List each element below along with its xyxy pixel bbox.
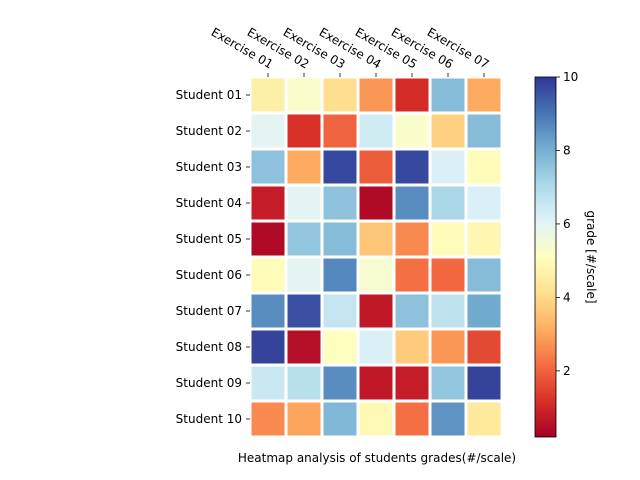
heatmap-cell (392, 363, 432, 403)
heatmap-cell (356, 183, 396, 223)
colorbar-label: grade [#/scale] (584, 210, 598, 303)
heatmap-cell (284, 363, 324, 403)
y-tick-labels: Student 01 Student 02 Student 03 Student 04… (176, 88, 250, 426)
colorbar-ticks: 2 4 6 8 10 (556, 70, 578, 378)
colorbar-tick-label: 6 (563, 217, 571, 231)
colorbar (534, 76, 557, 438)
heatmap-cell (248, 147, 288, 187)
colorbar-tick-label: 4 (563, 290, 571, 304)
heatmap-cell (392, 327, 432, 367)
heatmap-cell (392, 255, 432, 295)
heatmap-cell (464, 327, 504, 367)
heatmap-cell (392, 399, 432, 439)
heatmap-cell (464, 399, 504, 439)
heatmap-cell (428, 255, 468, 295)
y-tick-label: Student 04 (176, 196, 242, 210)
heatmap-cell (284, 327, 324, 367)
y-tick-label: Student 03 (176, 160, 242, 174)
colorbar-tick-label: 8 (563, 143, 571, 157)
heatmap-cell (320, 327, 360, 367)
heatmap-cell (320, 219, 360, 259)
heatmap-cell (356, 363, 396, 403)
heatmap-cell (428, 363, 468, 403)
heatmap-cell (284, 219, 324, 259)
heatmap-cell (248, 111, 288, 151)
heatmap-cell (428, 399, 468, 439)
heatmap-cell (464, 219, 504, 259)
heatmap-cell (464, 291, 504, 331)
heatmap-cell (320, 255, 360, 295)
heatmap-cell (248, 255, 288, 295)
heatmap-cell (248, 363, 288, 403)
heatmap-cell (464, 111, 504, 151)
colorbar-tick-label: 10 (563, 70, 578, 84)
heatmap-cell (284, 399, 324, 439)
heatmap-cell (356, 219, 396, 259)
heatmap-cells (248, 75, 504, 439)
y-tick-label: Student 01 (176, 88, 242, 102)
heatmap-cell (320, 147, 360, 187)
y-tick-label: Student 10 (176, 412, 242, 426)
heatmap-cell (356, 399, 396, 439)
heatmap-cell (320, 183, 360, 223)
heatmap-cell (464, 255, 504, 295)
heatmap-cell (428, 111, 468, 151)
heatmap-cell (428, 219, 468, 259)
y-tick-label: Student 05 (176, 232, 242, 246)
y-tick-label: Student 06 (176, 268, 242, 282)
heatmap-cell (356, 327, 396, 367)
heatmap-cell (464, 147, 504, 187)
heatmap-cell (284, 147, 324, 187)
heatmap-cell (320, 111, 360, 151)
heatmap-cell (392, 147, 432, 187)
heatmap-cell (464, 183, 504, 223)
y-tick-label: Student 02 (176, 124, 242, 138)
heatmap-cell (284, 183, 324, 223)
heatmap-cell (428, 291, 468, 331)
heatmap-cell (356, 75, 396, 115)
colorbar-tick-label: 2 (563, 364, 571, 378)
x-axis-label: Heatmap analysis of students grades(#/sc… (238, 451, 516, 465)
y-tick-label: Student 09 (176, 376, 242, 390)
heatmap-cell (320, 75, 360, 115)
heatmap-cell (428, 75, 468, 115)
heatmap-cell (356, 255, 396, 295)
heatmap-cell (392, 75, 432, 115)
heatmap-cell (320, 291, 360, 331)
heatmap-cell (464, 363, 504, 403)
heatmap-cell (392, 183, 432, 223)
heatmap-cell (248, 291, 288, 331)
y-tick-label: Student 07 (176, 304, 242, 318)
heatmap-cell (428, 183, 468, 223)
heatmap-cell (428, 147, 468, 187)
heatmap-cell (428, 327, 468, 367)
heatmap-cell (284, 255, 324, 295)
heatmap-cell (392, 111, 432, 151)
heatmap-cell (356, 111, 396, 151)
y-tick-label: Student 08 (176, 340, 242, 354)
heatmap-cell (248, 219, 288, 259)
heatmap-cell (248, 399, 288, 439)
heatmap-cell (356, 291, 396, 331)
heatmap-cell (320, 399, 360, 439)
heatmap-cell (248, 183, 288, 223)
heatmap-cell (284, 111, 324, 151)
heatmap-cell (356, 147, 396, 187)
heatmap-cell (248, 327, 288, 367)
heatmap-cell (392, 291, 432, 331)
heatmap-cell (392, 219, 432, 259)
heatmap-cell (464, 75, 504, 115)
heatmap-cell (248, 75, 288, 115)
heatmap-cell (320, 363, 360, 403)
heatmap-cell (284, 291, 324, 331)
heatmap-cell (284, 75, 324, 115)
